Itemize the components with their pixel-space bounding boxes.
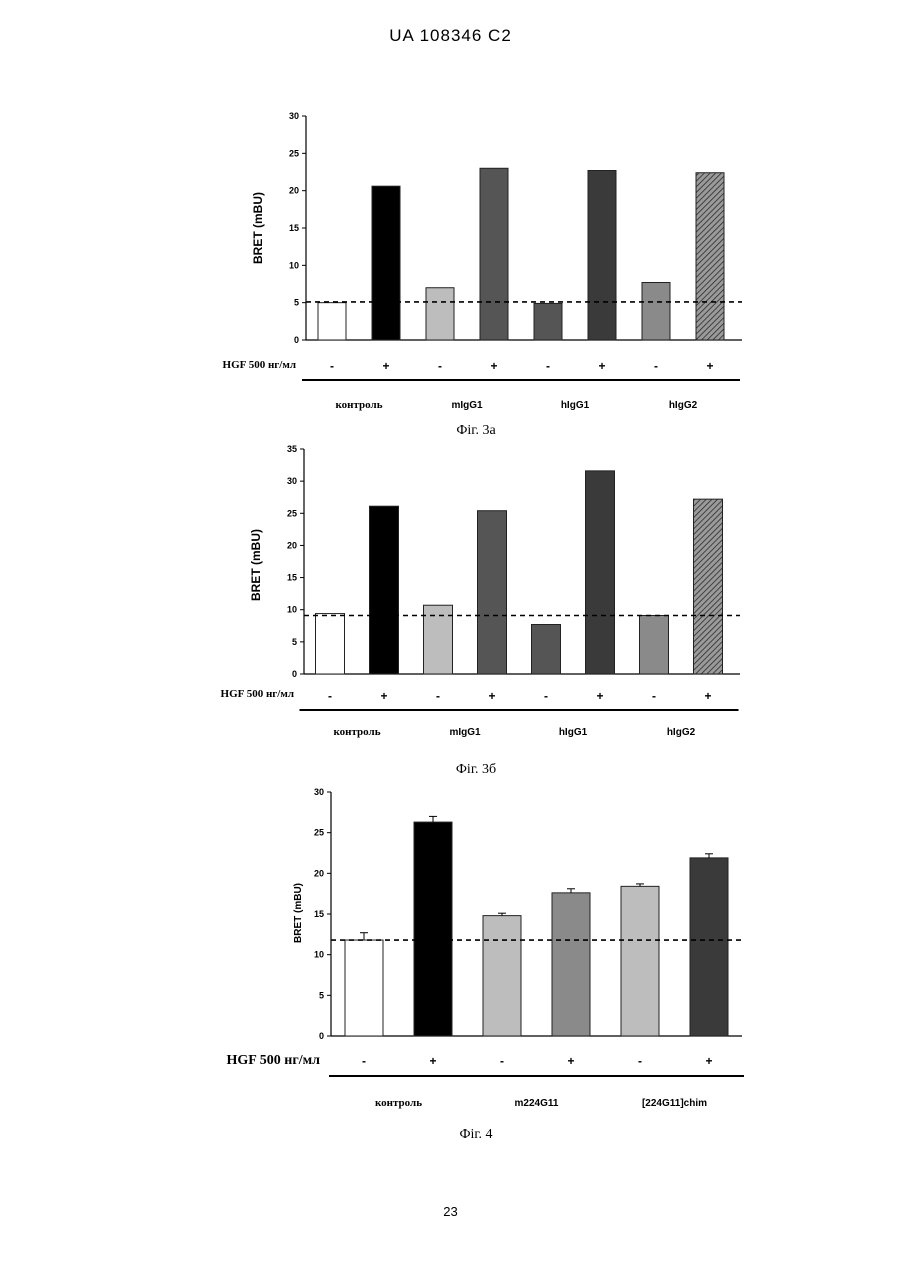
y-tick-label: 20 bbox=[287, 540, 297, 550]
chart-fig-3b: BRET (mBU) HGF 500 нг/мл Фіг. 3б 0 5 10 15 2… bbox=[221, 444, 740, 777]
y-tick-label: 10 bbox=[289, 260, 299, 270]
bar bbox=[621, 886, 659, 1036]
group-label: hIgG1 bbox=[559, 727, 588, 738]
bar bbox=[345, 940, 383, 1036]
figure-caption: Фіг. 3б bbox=[456, 762, 496, 777]
treatment-sign: + bbox=[567, 1054, 574, 1068]
y-tick-label: 15 bbox=[289, 223, 299, 233]
figure-caption: Фіг. 3а bbox=[456, 423, 496, 438]
y-axis-label: BRET (mBU) bbox=[249, 529, 263, 601]
figure-caption: Фіг. 4 bbox=[459, 1127, 492, 1142]
group-label: hIgG2 bbox=[667, 727, 696, 738]
group-label: mIgG1 bbox=[451, 400, 483, 411]
treatment-sign: - bbox=[654, 359, 658, 373]
y-tick-label: 0 bbox=[294, 335, 299, 345]
y-tick-label: 25 bbox=[287, 508, 297, 518]
group-label: контроль bbox=[375, 1097, 422, 1109]
bar bbox=[372, 186, 400, 340]
treatment-sign: - bbox=[362, 1054, 366, 1068]
treatment-sign: + bbox=[380, 689, 387, 703]
y-tick-label: 20 bbox=[314, 868, 324, 878]
bar bbox=[414, 822, 452, 1036]
figures-canvas: BRET (mBU) HGF 500 нг/мл Фіг. 3а 0 5 10 15 2… bbox=[0, 0, 901, 1200]
y-tick-label: 25 bbox=[289, 148, 299, 158]
bar bbox=[426, 288, 454, 340]
bar bbox=[690, 858, 728, 1036]
bar bbox=[588, 171, 616, 340]
y-tick-label: 25 bbox=[314, 828, 324, 838]
bar bbox=[478, 511, 507, 674]
treatment-sign: + bbox=[598, 359, 605, 373]
treatment-sign: + bbox=[429, 1054, 436, 1068]
bar bbox=[532, 625, 561, 675]
y-tick-label: 5 bbox=[319, 990, 324, 1000]
treatment-sign: - bbox=[638, 1054, 642, 1068]
y-tick-label: 0 bbox=[292, 669, 297, 679]
group-label: [224G11]chim bbox=[642, 1098, 707, 1109]
chart-fig-4: BRET (mBU) HGF 500 нг/мл Фіг. 4 0 5 10 15 20… bbox=[226, 787, 744, 1142]
treatment-sign: + bbox=[490, 359, 497, 373]
y-tick-label: 10 bbox=[287, 605, 297, 615]
y-tick-label: 5 bbox=[294, 298, 299, 308]
treatment-sign: + bbox=[596, 689, 603, 703]
treatment-sign: - bbox=[438, 359, 442, 373]
treatment-sign: - bbox=[328, 689, 332, 703]
group-label: hIgG2 bbox=[669, 400, 698, 411]
group-label: hIgG1 bbox=[561, 400, 590, 411]
bar bbox=[552, 893, 590, 1036]
y-tick-label: 30 bbox=[287, 476, 297, 486]
y-tick-label: 10 bbox=[314, 950, 324, 960]
treatment-sign: + bbox=[382, 359, 389, 373]
treatment-sign: - bbox=[544, 689, 548, 703]
bar bbox=[318, 303, 346, 340]
bar bbox=[316, 614, 345, 674]
page-number: 23 bbox=[0, 1204, 901, 1219]
y-axis-label: BRET (mBU) bbox=[293, 883, 304, 943]
y-tick-label: 20 bbox=[289, 186, 299, 196]
y-tick-label: 35 bbox=[287, 444, 297, 454]
chart-fig-3a: BRET (mBU) HGF 500 нг/мл Фіг. 3а 0 5 10 15 2… bbox=[223, 111, 742, 438]
bar bbox=[586, 471, 615, 674]
treatment-label: HGF 500 нг/мл bbox=[226, 1053, 320, 1068]
bar bbox=[483, 916, 521, 1036]
group-label: m224G11 bbox=[515, 1098, 559, 1109]
group-label: контроль bbox=[333, 726, 380, 738]
y-tick-label: 5 bbox=[292, 637, 297, 647]
group-label: контроль bbox=[335, 399, 382, 411]
bar bbox=[696, 173, 724, 340]
y-tick-label: 15 bbox=[314, 909, 324, 919]
bar bbox=[694, 499, 723, 674]
y-tick-label: 15 bbox=[287, 573, 297, 583]
bar bbox=[642, 283, 670, 340]
y-tick-label: 0 bbox=[319, 1031, 324, 1041]
treatment-sign: + bbox=[705, 1054, 712, 1068]
treatment-sign: + bbox=[488, 689, 495, 703]
treatment-sign: + bbox=[704, 689, 711, 703]
bar bbox=[534, 303, 562, 340]
group-label: mIgG1 bbox=[449, 727, 481, 738]
bar bbox=[370, 506, 399, 674]
treatment-sign: - bbox=[330, 359, 334, 373]
treatment-sign: - bbox=[652, 689, 656, 703]
treatment-sign: - bbox=[546, 359, 550, 373]
bar bbox=[480, 168, 508, 340]
treatment-sign: + bbox=[706, 359, 713, 373]
y-tick-label: 30 bbox=[314, 787, 324, 797]
treatment-sign: - bbox=[436, 689, 440, 703]
bar bbox=[640, 616, 669, 675]
treatment-label: HGF 500 нг/мл bbox=[223, 359, 296, 371]
y-tick-label: 30 bbox=[289, 111, 299, 121]
y-axis-label: BRET (mBU) bbox=[251, 192, 265, 264]
treatment-label: HGF 500 нг/мл bbox=[221, 688, 294, 700]
treatment-sign: - bbox=[500, 1054, 504, 1068]
